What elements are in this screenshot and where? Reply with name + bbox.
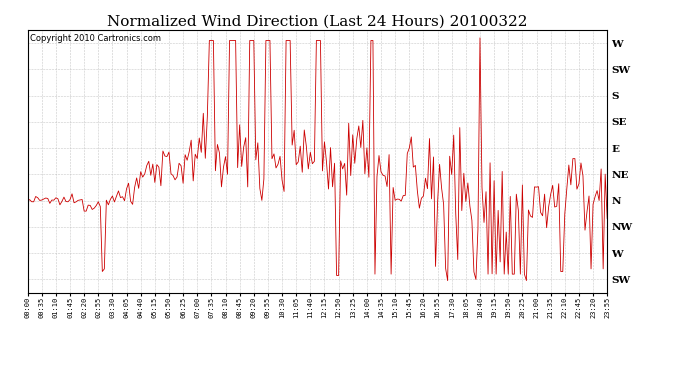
Text: Copyright 2010 Cartronics.com: Copyright 2010 Cartronics.com: [30, 34, 161, 43]
Title: Normalized Wind Direction (Last 24 Hours) 20100322: Normalized Wind Direction (Last 24 Hours…: [107, 15, 528, 29]
